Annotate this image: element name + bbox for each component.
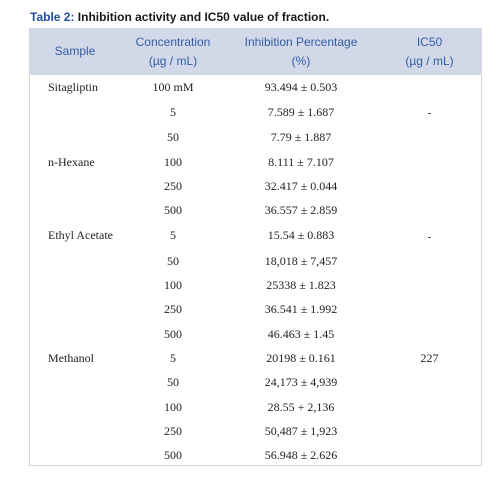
inhibition-cell: 50,487 ± 1,923 xyxy=(264,423,338,438)
col-header-ic50-unit: (µg / mL) xyxy=(405,53,454,68)
ic50-cell: 227 xyxy=(420,350,439,365)
table-row: Sitagliptin 100 mM 93.494 ± 0.503 xyxy=(29,75,482,99)
concentration-cell: 5 xyxy=(170,104,176,119)
sample-cell: Ethyl Acetate xyxy=(48,228,113,243)
inhibition-cell: 28.55 + 2,136 xyxy=(267,399,335,414)
inhibition-cell: 8.111 ± 7.107 xyxy=(268,154,334,169)
ic50-cell: - xyxy=(427,230,432,243)
ic50-cell xyxy=(377,322,482,346)
col-header-inhibition-label: Inhibition Percentage xyxy=(244,34,358,49)
col-header-inhibition: Inhibition Percentage (%) xyxy=(225,28,377,75)
ic50-cell xyxy=(377,198,482,222)
table-row: 50 7.79 ± 1.887 xyxy=(29,126,482,150)
inhibition-cell: 18,018 ± 7,457 xyxy=(264,253,338,268)
inhibition-cell: 32.417 ± 0.044 xyxy=(264,178,338,193)
col-header-inhibition-unit: (%) xyxy=(291,53,311,68)
sample-cell xyxy=(29,322,121,346)
ic50-cell xyxy=(377,395,482,419)
sample-cell xyxy=(29,99,121,125)
ic50-cell xyxy=(377,174,482,198)
table-row: 500 46.463 ± 1.45 xyxy=(29,322,482,346)
inhibition-cell: 25338 ± 1.823 xyxy=(266,278,336,293)
caption-label: Table 2: xyxy=(30,10,75,24)
table-header-row: Sample Concentration (µg / mL) Inhibitio… xyxy=(29,28,482,75)
table-frame xyxy=(29,28,482,466)
inhibition-cell: 20198 ± 0.161 xyxy=(266,350,336,365)
sample-cell xyxy=(29,443,121,467)
concentration-cell: 50 xyxy=(167,253,179,268)
concentration-cell: 250 xyxy=(164,423,182,438)
concentration-cell: 100 mM xyxy=(152,79,194,94)
col-header-ic50-label: IC50 xyxy=(416,34,443,49)
col-header-ic50: IC50 (µg / mL) xyxy=(377,28,482,75)
concentration-cell: 5 xyxy=(170,228,176,243)
sample-cell xyxy=(29,371,121,395)
inhibition-cell: 7.589 ± 1.687 xyxy=(267,104,335,119)
table-caption: Table 2: Inhibition activity and IC50 va… xyxy=(30,10,329,24)
table-row: 500 36.557 ± 2.859 xyxy=(29,198,482,222)
concentration-cell: 500 xyxy=(164,203,182,218)
sample-cell xyxy=(29,298,121,322)
concentration-cell: 250 xyxy=(164,302,182,317)
table-row: 50 18,018 ± 7,457 xyxy=(29,249,482,273)
inhibition-table: Sample Concentration (µg / mL) Inhibitio… xyxy=(29,28,482,468)
concentration-cell: 250 xyxy=(164,178,182,193)
inhibition-cell: 36.557 ± 2.859 xyxy=(264,203,338,218)
sample-cell xyxy=(29,126,121,150)
ic50-cell: - xyxy=(427,107,432,120)
caption-text: Inhibition activity and IC50 value of fr… xyxy=(74,10,330,24)
inhibition-cell: 93.494 ± 0.503 xyxy=(264,79,338,94)
table-row: 250 32.417 ± 0.044 xyxy=(29,174,482,198)
inhibition-cell: 24,173 ± 4,939 xyxy=(264,375,338,390)
table-row: 250 50,487 ± 1,923 xyxy=(29,419,482,443)
sample-cell: Sitagliptin xyxy=(48,79,99,94)
ic50-cell xyxy=(377,75,482,99)
ic50-cell xyxy=(377,249,482,273)
inhibition-cell: 56.948 ± 2.626 xyxy=(264,448,338,463)
sample-cell xyxy=(29,273,121,297)
table-row: 100 25338 ± 1.823 xyxy=(29,273,482,297)
ic50-cell xyxy=(377,126,482,150)
table-row: 500 56.948 ± 2.626 xyxy=(29,443,482,467)
inhibition-cell: 7.79 ± 1.887 xyxy=(270,130,332,145)
col-header-concentration-unit: (µg / mL) xyxy=(148,53,198,68)
col-header-concentration-label: Concentration xyxy=(135,34,211,49)
table-row: 100 28.55 + 2,136 xyxy=(29,395,482,419)
inhibition-cell: 46.463 ± 1.45 xyxy=(267,326,335,341)
sample-cell: n-Hexane xyxy=(48,154,95,169)
sample-cell xyxy=(29,395,121,419)
table-row: 5 7.589 ± 1.687 - xyxy=(29,99,482,125)
ic50-cell xyxy=(377,150,482,174)
concentration-cell: 500 xyxy=(164,448,182,463)
table-row: Methanol 5 20198 ± 0.161 227 xyxy=(29,346,482,370)
concentration-cell: 500 xyxy=(164,326,182,341)
inhibition-cell: 36.541 ± 1.992 xyxy=(264,302,338,317)
concentration-cell: 100 xyxy=(164,154,182,169)
ic50-cell xyxy=(377,371,482,395)
table-row: Ethyl Acetate 5 15.54 ± 0.883 - xyxy=(29,223,482,249)
sample-cell xyxy=(29,198,121,222)
table-row: n-Hexane 100 8.111 ± 7.107 xyxy=(29,150,482,174)
concentration-cell: 50 xyxy=(167,375,179,390)
table-row: 50 24,173 ± 4,939 xyxy=(29,371,482,395)
concentration-cell: 100 xyxy=(164,278,182,293)
table-row: 250 36.541 ± 1.992 xyxy=(29,298,482,322)
ic50-cell xyxy=(377,419,482,443)
col-header-sample: Sample xyxy=(29,28,121,75)
col-header-concentration: Concentration (µg / mL) xyxy=(121,28,225,75)
sample-cell xyxy=(29,419,121,443)
concentration-cell: 50 xyxy=(167,130,179,145)
ic50-cell xyxy=(377,273,482,297)
inhibition-cell: 15.54 ± 0.883 xyxy=(267,228,335,243)
col-header-sample-label: Sample xyxy=(54,44,96,58)
sample-cell: Methanol xyxy=(48,350,94,365)
ic50-cell xyxy=(377,298,482,322)
sample-cell xyxy=(29,174,121,198)
sample-cell xyxy=(29,249,121,273)
table-body: Sitagliptin 100 mM 93.494 ± 0.503 5 7.589 ± … xyxy=(29,75,482,468)
ic50-cell xyxy=(377,443,482,467)
concentration-cell: 5 xyxy=(170,350,176,365)
concentration-cell: 100 xyxy=(164,399,182,414)
